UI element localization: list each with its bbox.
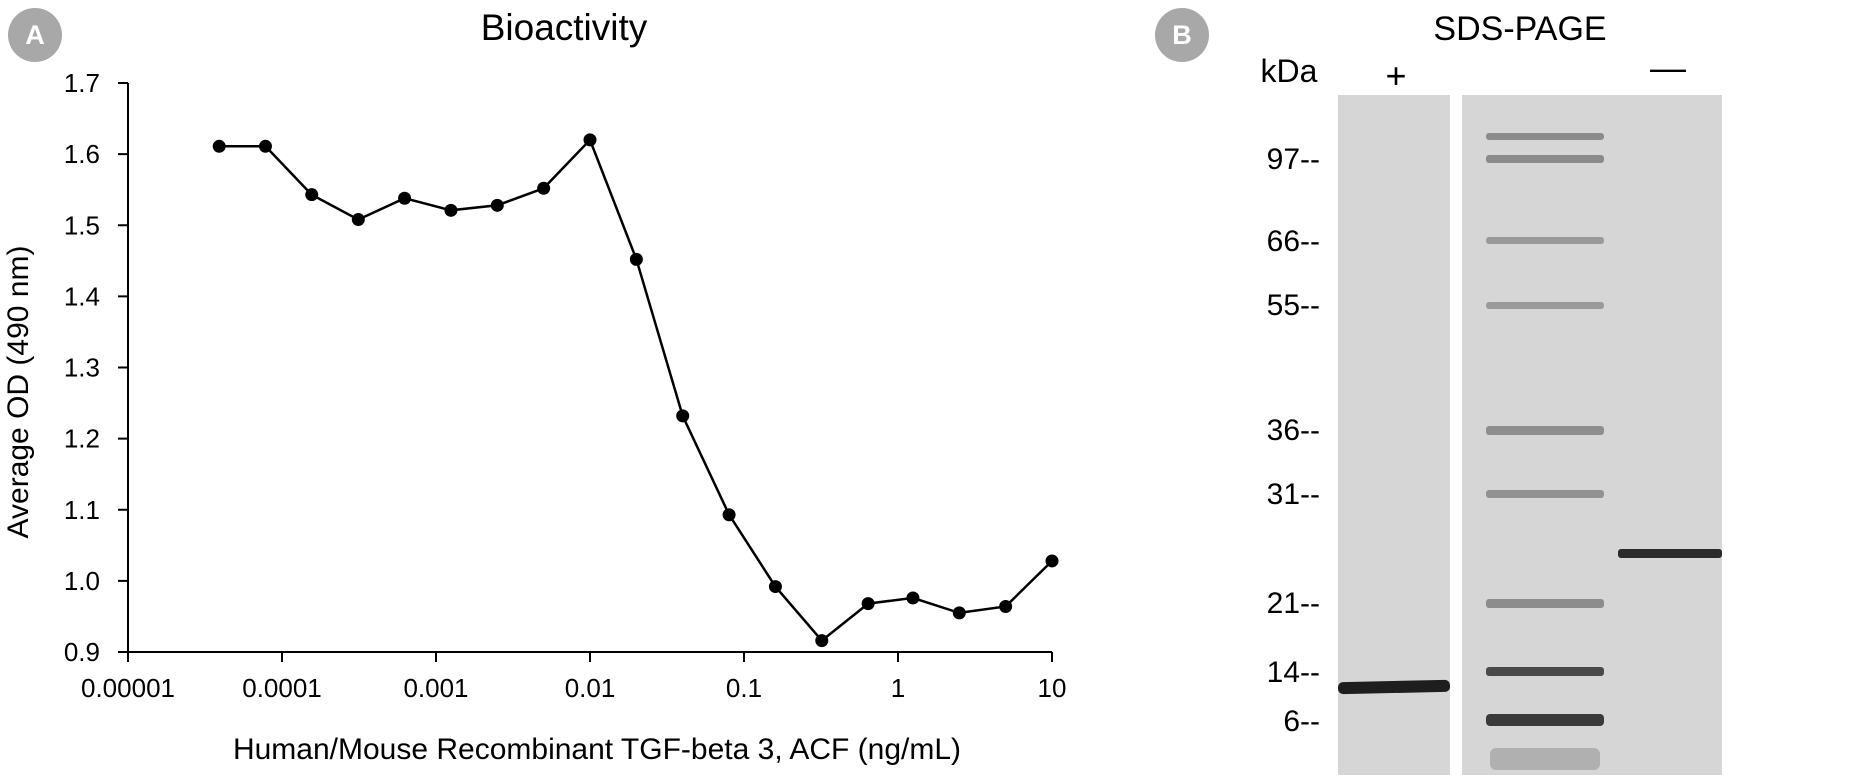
y-tick-label: 1.4 (64, 281, 100, 311)
sample-band-nonreducing (1618, 549, 1722, 558)
x-ticks: 0.00001 0.0001 0.001 0.01 0.1 1 10 (81, 652, 1066, 703)
data-point (815, 634, 829, 648)
ladder-band (1486, 490, 1604, 498)
ladder-dye-front (1490, 748, 1600, 770)
x-tick-label: 0.01 (565, 673, 616, 703)
data-point (305, 188, 319, 202)
x-axis-label: Human/Mouse Recombinant TGF-beta 3, ACF … (233, 733, 961, 766)
ladder-band (1486, 714, 1604, 726)
data-points (212, 133, 1059, 648)
y-tick-label: 1.7 (64, 68, 100, 98)
x-tick-label: 0.00001 (81, 673, 175, 703)
panel-a-badge: A (8, 8, 62, 62)
marker-label: 55-- (1267, 289, 1320, 322)
data-point (722, 508, 736, 522)
ladder-band (1486, 302, 1604, 309)
y-tick-label: 1.3 (64, 353, 100, 383)
ladder-band (1486, 426, 1604, 435)
data-point (1045, 554, 1059, 568)
lane-label-reducing: + (1385, 55, 1406, 96)
series-line (219, 137, 1053, 643)
data-point (212, 139, 226, 153)
data-point (583, 133, 597, 147)
data-point (537, 181, 551, 195)
marker-label: 36-- (1267, 414, 1320, 447)
y-tick-label: 1.0 (64, 566, 100, 596)
y-axis-label: Average OD (490 nm) (2, 246, 35, 539)
marker-label: 66-- (1267, 225, 1320, 258)
marker-label: 14-- (1267, 656, 1320, 689)
y-tick-label: 1.2 (64, 424, 100, 454)
data-point (444, 203, 458, 217)
data-point (490, 198, 504, 212)
ladder-band (1486, 667, 1604, 676)
x-tick-label: 0.1 (726, 673, 762, 703)
kda-label: kDa (1261, 53, 1318, 89)
ladder-band (1486, 237, 1604, 244)
sds-page-gel-panel: SDS-PAGE kDa + — 97-- 66-- 55-- 36-- (1261, 10, 1722, 775)
x-tick-label: 1 (891, 673, 905, 703)
y-tick-label: 0.9 (64, 637, 100, 667)
ladder-band (1486, 599, 1604, 608)
x-tick-label: 0.0001 (242, 673, 322, 703)
y-tick-label: 1.6 (64, 139, 100, 169)
data-point (629, 252, 643, 266)
marker-labels: 97-- 66-- 55-- 36-- 31-- 21-- 14-- 6-- (1267, 143, 1320, 738)
bioactivity-chart: Bioactivity Average OD (490 nm) Human/Mo… (2, 7, 1066, 766)
gel-lane-reducing (1338, 95, 1450, 775)
data-point (351, 213, 365, 227)
y-tick-label: 1.5 (64, 210, 100, 240)
panel-b-badge: B (1155, 8, 1209, 62)
marker-label: 31-- (1267, 478, 1320, 511)
panel-a-badge-circle (8, 8, 62, 62)
sample-band-reducing (1337, 679, 1451, 695)
marker-label: 6-- (1283, 705, 1320, 738)
x-tick-label: 10 (1038, 673, 1067, 703)
y-ticks: 0.9 1.0 1.1 1.2 1.3 1.4 1.5 1.6 1.7 (64, 68, 128, 667)
data-point (906, 591, 920, 605)
ladder-band (1486, 155, 1604, 163)
gel-title: SDS-PAGE (1433, 10, 1606, 48)
data-point (952, 606, 966, 620)
data-point (861, 597, 875, 611)
chart-title: Bioactivity (481, 7, 648, 48)
data-point (398, 191, 412, 205)
marker-label: 97-- (1267, 143, 1320, 176)
marker-label: 21-- (1267, 587, 1320, 620)
y-tick-label: 1.1 (64, 495, 100, 525)
ladder-band (1486, 133, 1604, 140)
panel-b-badge-circle (1155, 8, 1209, 62)
panel-b-badge-letter: B (1172, 20, 1192, 50)
data-point (676, 409, 690, 423)
lane-label-nonreducing: — (1650, 47, 1686, 88)
x-tick-label: 0.001 (403, 673, 468, 703)
data-point (768, 580, 782, 594)
data-point (999, 599, 1013, 613)
panel-a-badge-letter: A (25, 20, 45, 50)
ladder-bands (1486, 133, 1604, 770)
data-point (258, 139, 272, 153)
